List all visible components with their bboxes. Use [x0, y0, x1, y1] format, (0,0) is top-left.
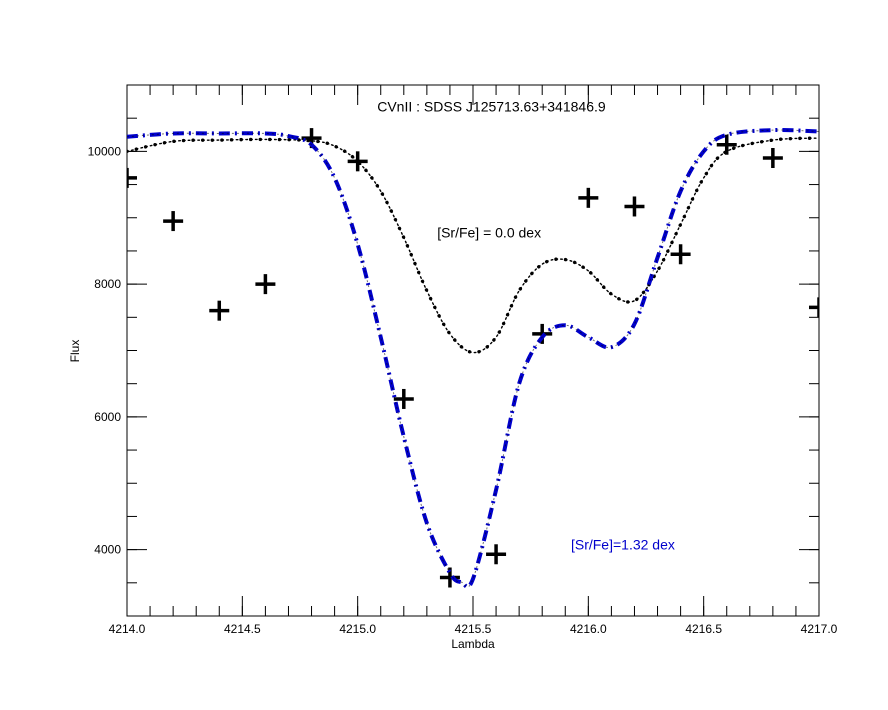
y-tick-label: 10000 — [88, 144, 122, 158]
y-tick-label: 6000 — [94, 410, 121, 424]
observed-point — [762, 148, 783, 169]
y-axis-title: Flux — [68, 340, 82, 363]
y-tick-label: 8000 — [94, 277, 121, 291]
chart-annotation: [Sr/Fe] = 0.0 dex — [437, 225, 541, 241]
x-tick-label: 4215.0 — [339, 622, 376, 636]
synthetic-spectrum-line — [127, 128, 819, 589]
observed-point — [809, 297, 819, 318]
x-tick-label: 4214.5 — [224, 622, 261, 636]
observed-point — [486, 544, 507, 565]
chart-annotation: [Sr/Fe]=1.32 dex — [571, 537, 675, 553]
observed-point — [670, 244, 691, 265]
observed-point — [578, 187, 599, 208]
x-tick-label: 4214.0 — [109, 622, 146, 636]
synthetic-spectrum-dots — [127, 136, 819, 355]
x-tick-label: 4216.5 — [685, 622, 722, 636]
observed-point — [163, 211, 184, 232]
labels-layer: 4214.0 4214.5 4215.0 4215.5 4216.0 4216.5 4217… — [88, 99, 838, 636]
observed-point — [127, 167, 137, 188]
x-tick-label: 4217.0 — [801, 622, 838, 636]
plot-area-frame — [126, 84, 820, 617]
x-tick-label: 4215.5 — [455, 622, 492, 636]
synthetic-spectrum-underline — [127, 129, 819, 588]
synthetic-spectrum-line — [127, 137, 819, 354]
x-axis-title: Lambda — [451, 637, 495, 651]
observed-point — [624, 196, 645, 217]
x-tick-label: 4216.0 — [570, 622, 607, 636]
ticks-layer — [126, 84, 820, 617]
observed-point — [255, 274, 276, 295]
y-tick-label: 4000 — [94, 543, 121, 557]
observed-point — [393, 388, 414, 409]
observed-point — [209, 300, 230, 321]
chart-annotation: CVnII : SDSS J125713.63+341846.9 — [377, 99, 606, 115]
observed-point — [532, 323, 553, 344]
series-layer — [127, 128, 819, 589]
